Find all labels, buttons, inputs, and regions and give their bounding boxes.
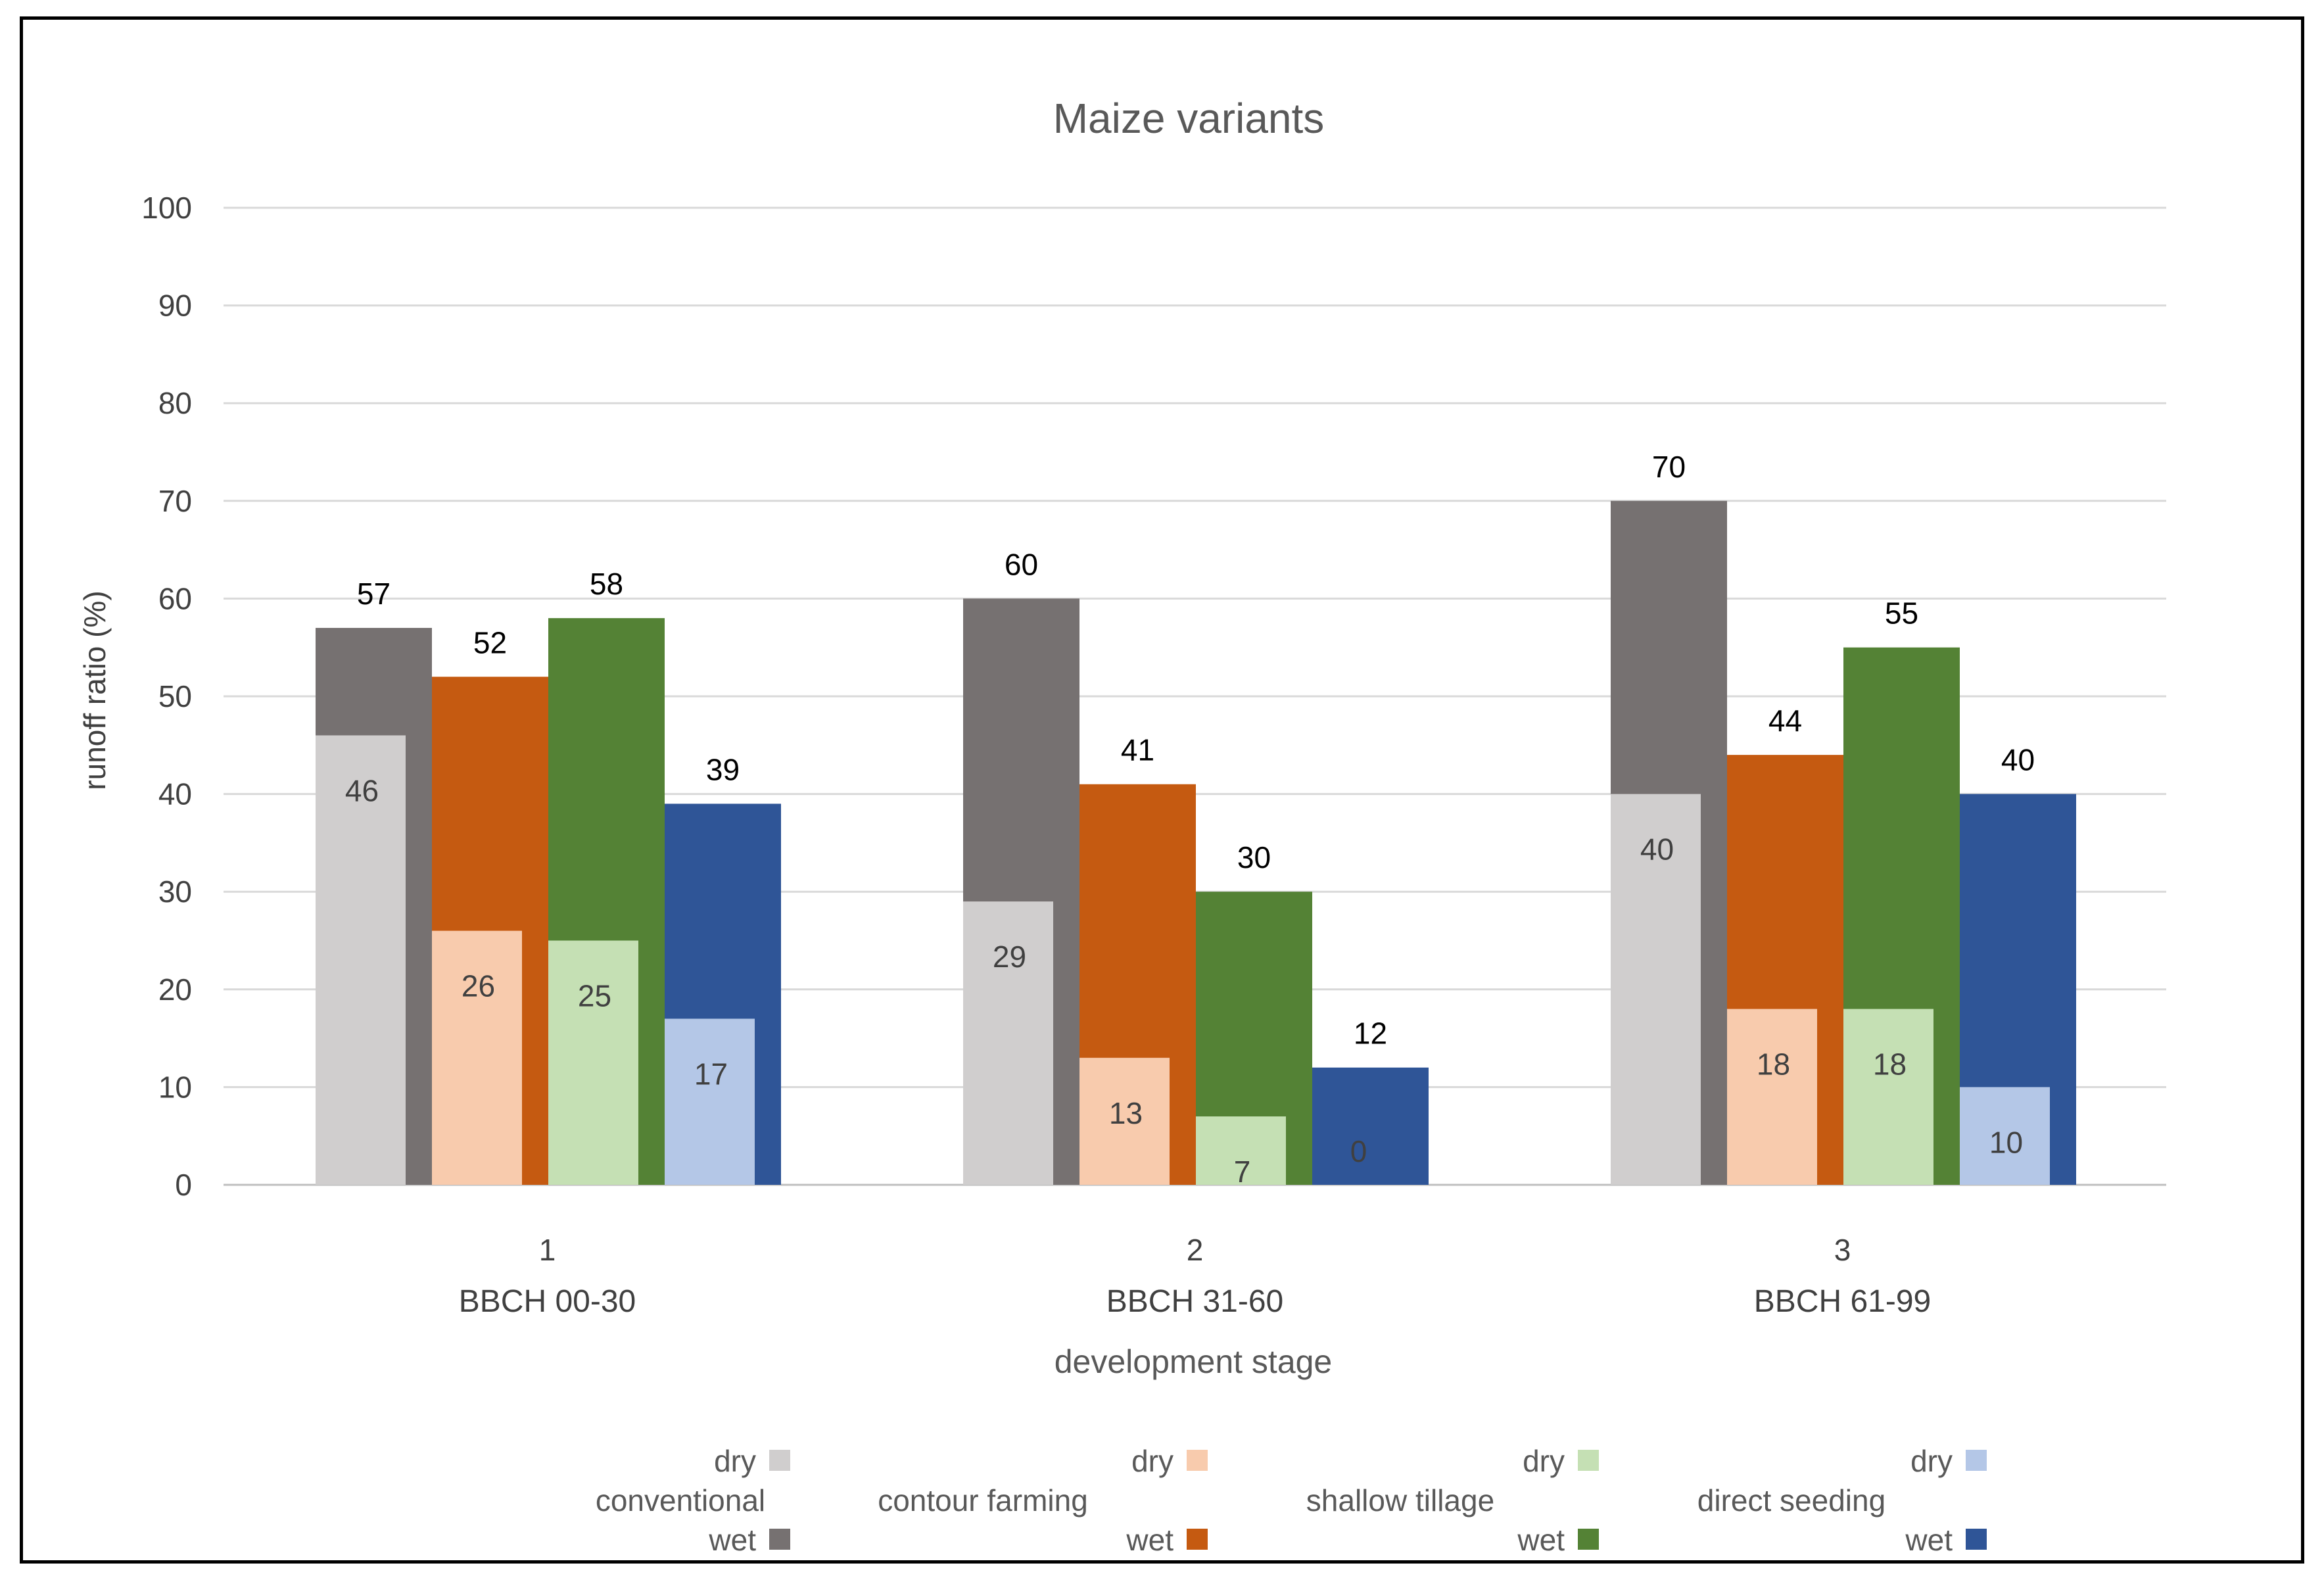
y-tick-label: 60	[158, 581, 192, 615]
y-tick-label: 100	[141, 191, 192, 225]
legend-wet-swatch	[1966, 1529, 1987, 1550]
x-tick-label: BBCH 31-60	[1106, 1284, 1283, 1319]
data-label-dry: 17	[694, 1057, 728, 1091]
data-label-dry: 0	[1350, 1134, 1367, 1168]
y-tick-label: 80	[158, 386, 192, 420]
y-tick-label: 20	[158, 972, 192, 1007]
legend-wet-label: wet	[708, 1523, 756, 1557]
x-axis: 1 BBCH 00-30 2 BBCH 31-60 3 BBCH 61-99	[459, 1233, 1931, 1319]
y-tick-label: 0	[175, 1168, 192, 1202]
legend-dry-swatch	[1187, 1450, 1208, 1471]
data-label-dry: 18	[1757, 1047, 1790, 1082]
data-label-wet: 60	[1005, 547, 1038, 581]
bar-dry	[1843, 1009, 1933, 1185]
data-labels: 57 46 52 26 58 25 39 17 60 29 41 13 30 7 12 0 70 40 44 18 55…	[345, 450, 2035, 1189]
legend-wet-swatch	[769, 1529, 790, 1550]
legend-dry-label: dry	[1523, 1444, 1565, 1478]
data-label-wet: 39	[706, 752, 740, 786]
data-label-dry: 10	[1989, 1125, 2023, 1159]
bar-dry	[963, 901, 1053, 1185]
chart-title: Maize variants	[1053, 95, 1325, 142]
data-label-wet: 12	[1354, 1016, 1387, 1051]
legend-dry-label: dry	[1910, 1444, 1953, 1478]
data-label-dry: 26	[462, 969, 495, 1003]
data-label-dry: 40	[1640, 832, 1674, 867]
legend-wet-label: wet	[1126, 1523, 1174, 1557]
y-tick-label: 40	[158, 777, 192, 811]
x-tick-label: BBCH 61-99	[1754, 1284, 1931, 1319]
legend-wet-label: wet	[1905, 1523, 1953, 1557]
bar-dry	[548, 940, 638, 1185]
bar-dry	[316, 735, 406, 1185]
bar-dry	[1079, 1057, 1170, 1185]
data-label-dry: 13	[1109, 1096, 1143, 1130]
legend-group-name: direct seeding	[1697, 1483, 1885, 1518]
data-label-wet: 30	[1237, 840, 1271, 874]
x-axis-label: development stage	[1055, 1343, 1333, 1380]
bar-dry	[1727, 1009, 1817, 1185]
data-label-wet: 55	[1885, 596, 1918, 631]
data-label-dry: 7	[1234, 1155, 1251, 1189]
legend-group-name: contour farming	[878, 1483, 1088, 1518]
y-tick-label: 50	[158, 679, 192, 713]
data-label-dry: 46	[345, 773, 379, 807]
data-label-dry: 18	[1873, 1047, 1907, 1082]
bar-dry	[1611, 794, 1701, 1185]
legend-dry-swatch	[1966, 1450, 1987, 1471]
legend-wet-label: wet	[1517, 1523, 1565, 1557]
legend-dry-swatch	[1578, 1450, 1599, 1471]
data-label-wet: 52	[473, 625, 507, 659]
bars	[316, 500, 2076, 1185]
bar-dry	[1960, 1087, 2050, 1185]
y-tick-label: 10	[158, 1070, 192, 1104]
y-tick-label: 90	[158, 289, 192, 323]
y-axis-label: runoff ratio (%)	[78, 590, 112, 790]
x-tick-label: BBCH 00-30	[459, 1284, 636, 1319]
legend-group-name: shallow tillage	[1306, 1483, 1494, 1518]
chart-frame: Maize variants 0 10 20 30 40 50 60 70 80 90 100 ru…	[20, 16, 2304, 1564]
legend-dry-label: dry	[1131, 1444, 1174, 1478]
y-axis: 0 10 20 30 40 50 60 70 80 90 100	[141, 191, 192, 1202]
bar-dry	[432, 930, 522, 1185]
data-label-dry: 29	[993, 940, 1026, 974]
data-label-wet: 44	[1768, 704, 1802, 738]
data-label-dry: 25	[578, 979, 611, 1013]
x-tick-index: 1	[539, 1233, 556, 1267]
x-tick-index: 2	[1187, 1233, 1204, 1267]
legend-wet-swatch	[1578, 1529, 1599, 1550]
y-tick-label: 70	[158, 484, 192, 518]
data-label-wet: 58	[590, 567, 623, 601]
data-label-wet: 57	[357, 577, 391, 611]
x-tick-index: 3	[1834, 1233, 1851, 1267]
bar-wet	[1312, 1067, 1429, 1185]
bar-dry	[665, 1018, 755, 1185]
legend-dry-label: dry	[714, 1444, 756, 1478]
legend-wet-swatch	[1187, 1529, 1208, 1550]
legend-dry-swatch	[769, 1450, 790, 1471]
data-label-wet: 40	[2001, 743, 2035, 777]
y-tick-label: 30	[158, 874, 192, 909]
data-label-wet: 70	[1652, 450, 1686, 484]
bar-dry	[1196, 1116, 1286, 1185]
data-label-wet: 41	[1121, 733, 1154, 767]
legend-group-name: conventional	[596, 1483, 765, 1518]
